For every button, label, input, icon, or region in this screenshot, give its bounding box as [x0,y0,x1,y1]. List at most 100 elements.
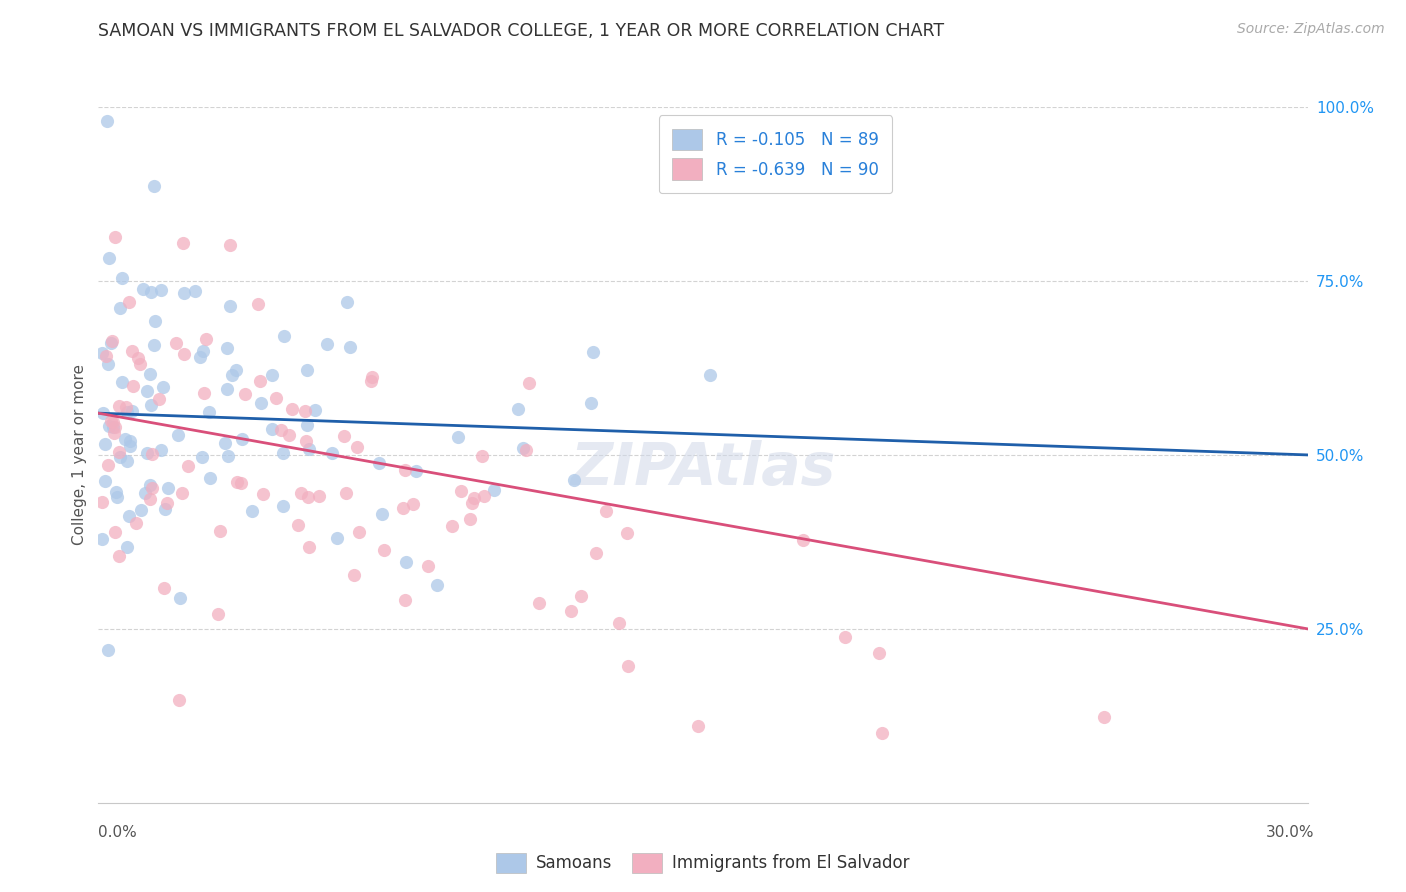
Point [98,419,121,434]
Point [108,450,131,464]
Text: ZIPAtlas: ZIPAtlas [571,441,835,498]
Point [247,296,270,310]
Point [335,486,357,500]
Point [699,368,721,383]
Point [122,378,145,392]
Point [155,496,177,510]
Point [346,440,368,454]
Point [343,568,366,582]
Point [294,404,316,418]
Point [94,349,117,363]
Point [405,464,427,478]
Point [792,533,814,547]
Point [101,419,124,434]
Point [458,511,481,525]
Point [471,449,494,463]
Point [108,444,131,458]
Point [394,463,416,477]
Point [96,114,118,128]
Point [297,490,319,504]
Point [394,592,416,607]
Point [93,406,115,420]
Point [229,475,252,490]
Point [271,446,294,460]
Point [262,421,284,435]
Point [115,541,138,555]
Point [117,405,139,419]
Point [156,481,179,495]
Point [527,596,550,610]
Point [585,546,607,560]
Point [326,531,349,545]
Point [347,525,370,540]
Point [91,495,114,509]
Y-axis label: College, 1 year or more: College, 1 year or more [72,365,87,545]
Point [391,501,413,516]
Point [111,375,134,389]
Point [395,555,418,569]
Point [217,449,239,463]
Point [118,434,141,448]
Point [114,432,136,446]
Point [373,542,395,557]
Point [132,282,155,296]
Point [114,400,136,414]
Point [121,404,143,418]
Point [402,497,425,511]
Point [461,496,484,510]
Point [260,368,283,382]
Point [150,443,173,458]
Text: 30.0%: 30.0% [1267,825,1315,840]
Point [136,445,159,459]
Point [152,581,174,595]
Point [217,341,239,355]
Point [214,435,236,450]
Point [304,403,326,417]
Point [98,251,121,265]
Point [125,516,148,531]
Point [169,591,191,606]
Point [184,285,207,299]
Point [167,693,190,707]
Point [149,283,172,297]
Point [450,484,472,499]
Point [281,402,304,417]
Point [595,504,617,518]
Point [143,314,166,328]
Point [129,357,152,371]
Point [103,425,125,440]
Point [1092,710,1115,724]
Point [868,646,890,660]
Point [127,351,149,365]
Point [141,481,163,495]
Point [111,271,134,285]
Point [188,351,211,365]
Point [321,446,343,460]
Point [579,395,602,409]
Point [517,376,540,390]
Point [240,504,263,518]
Point [290,486,312,500]
Point [173,286,195,301]
Point [129,503,152,517]
Point [336,295,359,310]
Point [287,517,309,532]
Point [506,402,529,417]
Point [207,607,229,622]
Point [250,396,273,410]
Point [482,483,505,498]
Point [101,334,124,348]
Point [463,491,485,505]
Point [170,485,193,500]
Point [225,363,247,377]
Point [221,368,243,383]
Point [273,329,295,343]
Point [231,433,253,447]
Point [219,299,242,313]
Point [139,398,162,412]
Point [153,501,176,516]
Point [104,420,127,434]
Point [136,384,159,398]
Point [194,332,217,346]
Point [103,415,125,429]
